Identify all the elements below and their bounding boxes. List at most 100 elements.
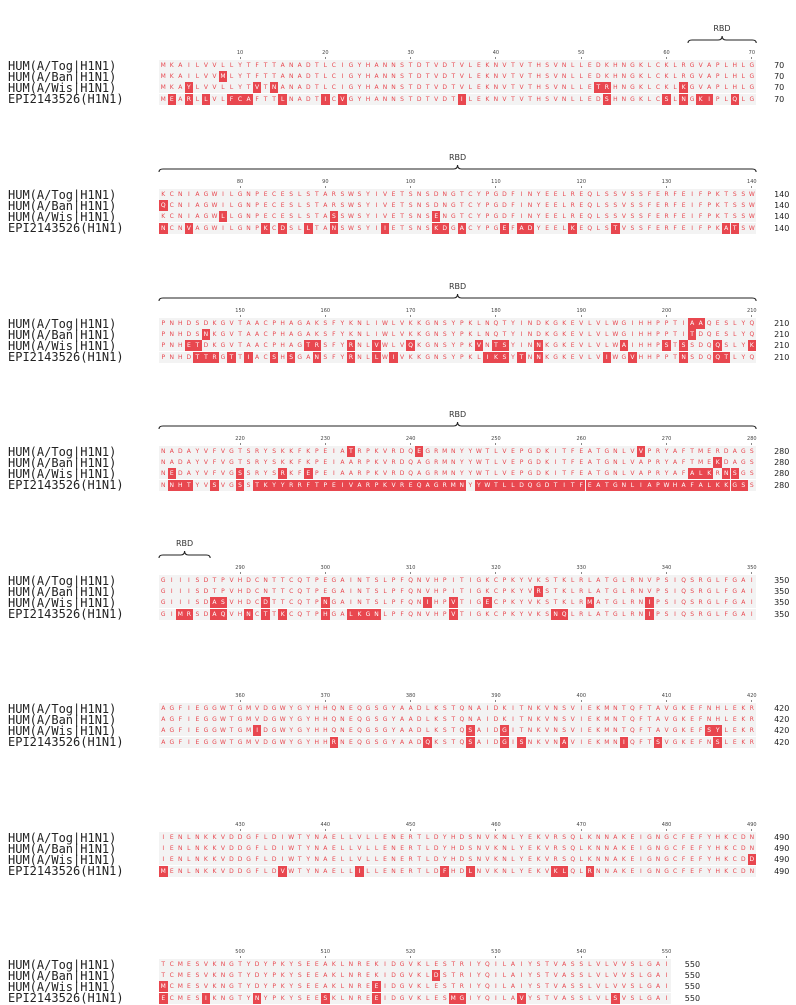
residue: T: [511, 62, 515, 69]
residue: R: [570, 191, 575, 198]
residue: L: [579, 73, 583, 81]
residue: T: [451, 983, 456, 991]
rbd-brace-path: [687, 35, 757, 44]
residue: E: [511, 459, 515, 467]
residue: V: [613, 972, 618, 980]
position-tick-label: 200: [661, 308, 672, 314]
residue: V: [220, 867, 226, 875]
residue: N: [416, 213, 422, 221]
residue: E: [186, 961, 191, 968]
residue: W: [219, 705, 226, 712]
residue: L: [639, 983, 643, 991]
residue: C: [289, 599, 294, 607]
residue: G: [203, 224, 209, 232]
residue: N: [493, 95, 499, 103]
residue: P: [502, 577, 507, 584]
residue: N: [596, 867, 601, 875]
residue-variant: E: [167, 468, 177, 480]
position-tick-label: 250: [491, 436, 501, 442]
residue: Q: [630, 727, 635, 735]
residue: E: [511, 448, 515, 455]
residue: T: [238, 994, 242, 1002]
residue: Q: [408, 577, 413, 584]
residue: N: [314, 867, 320, 875]
residue: K: [536, 834, 541, 841]
residue: T: [596, 470, 601, 478]
residue: A: [306, 320, 311, 327]
residue: W: [219, 716, 226, 724]
residue: I: [512, 738, 514, 746]
row-end-position: 210: [774, 352, 790, 362]
residue: S: [195, 961, 200, 968]
residue: V: [621, 202, 626, 210]
residue: C: [289, 588, 294, 596]
residue: T: [596, 448, 601, 455]
residue-variant: N: [534, 340, 543, 352]
residue: V: [220, 856, 226, 864]
residue: P: [442, 577, 447, 584]
residue: M: [245, 727, 252, 735]
residue: I: [187, 599, 190, 607]
residue: W: [475, 470, 482, 478]
residue: L: [588, 972, 592, 980]
residue: N: [220, 961, 226, 968]
residue: S: [536, 972, 541, 980]
residue: K: [280, 983, 285, 991]
residue: L: [596, 224, 600, 232]
residue: A: [161, 716, 166, 724]
residue: E: [331, 867, 336, 875]
residue: Y: [468, 470, 473, 478]
residue: L: [579, 834, 583, 841]
residue: D: [416, 73, 422, 81]
position-tick-mark: [410, 956, 412, 958]
residue: H: [613, 73, 618, 81]
residue: L: [639, 961, 643, 968]
residue: S: [630, 961, 635, 968]
sequence-name: EPI2143526(H1N1): [8, 221, 124, 236]
residue-variant: D: [542, 479, 552, 491]
residue: R: [357, 448, 362, 455]
residue: E: [280, 213, 285, 221]
residue: P: [459, 353, 464, 361]
residue: H: [647, 320, 652, 327]
residue: R: [579, 599, 584, 607]
residue: C: [331, 73, 336, 81]
residue: E: [195, 716, 200, 724]
residue: D: [271, 856, 277, 864]
residue: L: [426, 994, 430, 1002]
row-background: [159, 189, 757, 200]
sequence-name: EPI2143526(H1N1): [8, 607, 124, 622]
residue: L: [622, 470, 626, 478]
residue-variant: R: [278, 468, 287, 480]
row-background: [159, 992, 671, 1004]
residue: I: [750, 588, 753, 596]
residue: I: [520, 202, 523, 210]
residue: A: [655, 705, 661, 712]
row-end-position: 350: [774, 609, 790, 619]
residue: A: [476, 705, 481, 712]
residue-variant: N: [244, 608, 253, 620]
residue: I: [187, 213, 190, 221]
residue: N: [246, 191, 251, 198]
residue: W: [279, 738, 286, 746]
residue-variant: E: [372, 992, 381, 1004]
residue: Y: [246, 961, 251, 968]
residue: V: [357, 856, 362, 864]
residue: D: [305, 84, 311, 92]
residue: Q: [630, 738, 635, 746]
residue: V: [255, 738, 260, 746]
row-background: [159, 468, 757, 480]
residue: G: [160, 610, 166, 618]
residue: V: [553, 983, 558, 991]
residue: S: [400, 84, 404, 92]
residue: N: [613, 727, 618, 735]
residue: D: [595, 95, 601, 103]
residue: K: [664, 73, 669, 81]
residue: Q: [706, 331, 712, 339]
residue: A: [673, 470, 678, 478]
residue-variant: V: [449, 597, 458, 609]
residue: F: [639, 716, 643, 724]
residue: S: [340, 191, 345, 198]
residue: Y: [707, 834, 711, 841]
residue-variant: I: [252, 725, 262, 737]
